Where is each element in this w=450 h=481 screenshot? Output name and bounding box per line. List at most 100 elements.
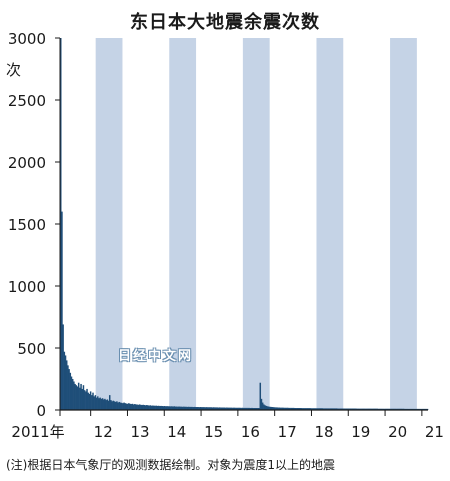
bar <box>187 406 190 410</box>
bar <box>155 405 158 410</box>
bar <box>175 406 178 410</box>
x-tick-label: 14 <box>167 423 186 441</box>
bar <box>65 360 68 410</box>
bar <box>190 406 192 410</box>
bar <box>61 211 63 410</box>
bar <box>259 382 262 410</box>
bar <box>160 405 162 410</box>
y-unit-label: 次 <box>6 61 21 79</box>
bar <box>324 408 326 410</box>
bar <box>301 408 303 410</box>
bar <box>141 405 143 410</box>
bar <box>87 392 89 410</box>
bar <box>230 407 233 410</box>
bar <box>200 407 203 410</box>
bar <box>137 404 140 410</box>
bar <box>177 406 179 410</box>
bar <box>184 406 186 410</box>
bar <box>129 403 131 410</box>
bar <box>229 407 232 410</box>
bar <box>100 398 103 410</box>
bar <box>167 406 170 410</box>
bar <box>226 407 228 410</box>
bar <box>110 400 112 410</box>
bar <box>362 408 364 410</box>
bar <box>85 391 87 410</box>
bar <box>150 405 153 410</box>
bar <box>306 408 308 410</box>
y-tick-label: 2500 <box>8 92 46 110</box>
bar <box>238 407 240 410</box>
year-band-2014 <box>169 38 197 410</box>
bar <box>119 402 122 410</box>
year-band-2020 <box>390 38 417 410</box>
x-tick-label: 19 <box>351 423 370 441</box>
bar <box>98 398 100 410</box>
x-tick-label: 21 <box>425 423 444 441</box>
chart-title: 东日本大地震余震次数 <box>130 12 320 33</box>
bar <box>318 408 320 410</box>
bar <box>327 408 330 410</box>
bar <box>111 401 113 410</box>
bar <box>148 405 150 410</box>
bar <box>371 408 374 410</box>
bar <box>289 407 291 410</box>
bar <box>363 408 365 410</box>
bar <box>101 398 104 410</box>
bar <box>247 407 250 410</box>
bar <box>220 407 222 410</box>
bar <box>147 405 149 410</box>
bar <box>73 381 75 410</box>
bar <box>313 408 315 410</box>
bar <box>178 406 180 410</box>
bar <box>365 408 368 410</box>
bar <box>401 408 404 410</box>
bar <box>204 407 207 410</box>
bar <box>307 408 309 410</box>
x-tick-label: 2011年 <box>11 423 64 441</box>
bar <box>330 408 332 410</box>
bar <box>357 408 360 410</box>
bar <box>375 408 377 410</box>
bar <box>399 408 401 410</box>
bar <box>71 379 74 410</box>
bar <box>106 399 109 410</box>
bar <box>364 408 367 410</box>
bar <box>272 407 275 410</box>
bar <box>138 404 141 410</box>
bar <box>161 406 164 410</box>
bar <box>149 405 152 410</box>
bar <box>107 400 110 410</box>
y-tick-label: 0 <box>36 402 46 420</box>
bar <box>309 408 312 410</box>
bar <box>314 408 316 410</box>
bar <box>292 407 295 410</box>
year-band-2016 <box>242 38 270 410</box>
bar <box>252 408 254 410</box>
bar <box>199 407 202 410</box>
bar <box>114 401 117 410</box>
bar <box>370 408 373 410</box>
bar <box>248 407 251 410</box>
bar <box>373 408 375 410</box>
bar <box>154 405 156 410</box>
x-tick-label: 20 <box>388 423 407 441</box>
bar <box>278 407 281 410</box>
bar <box>380 408 382 410</box>
bar <box>402 408 405 410</box>
bar <box>282 407 284 410</box>
x-tick-label: 15 <box>204 423 223 441</box>
watermark: 日经中文网 <box>118 349 194 364</box>
bar <box>361 408 363 410</box>
footnote: (注)根据日本气象厅的观测数据绘制。对象为震度1以上的地震 <box>6 458 336 472</box>
bar <box>157 405 160 410</box>
bar <box>236 407 239 410</box>
bar <box>315 408 318 410</box>
bar <box>321 408 324 410</box>
bar <box>189 406 191 410</box>
bar <box>381 408 383 410</box>
bar <box>205 407 208 410</box>
bar <box>260 398 263 410</box>
bar <box>344 408 346 410</box>
bar <box>240 407 242 410</box>
